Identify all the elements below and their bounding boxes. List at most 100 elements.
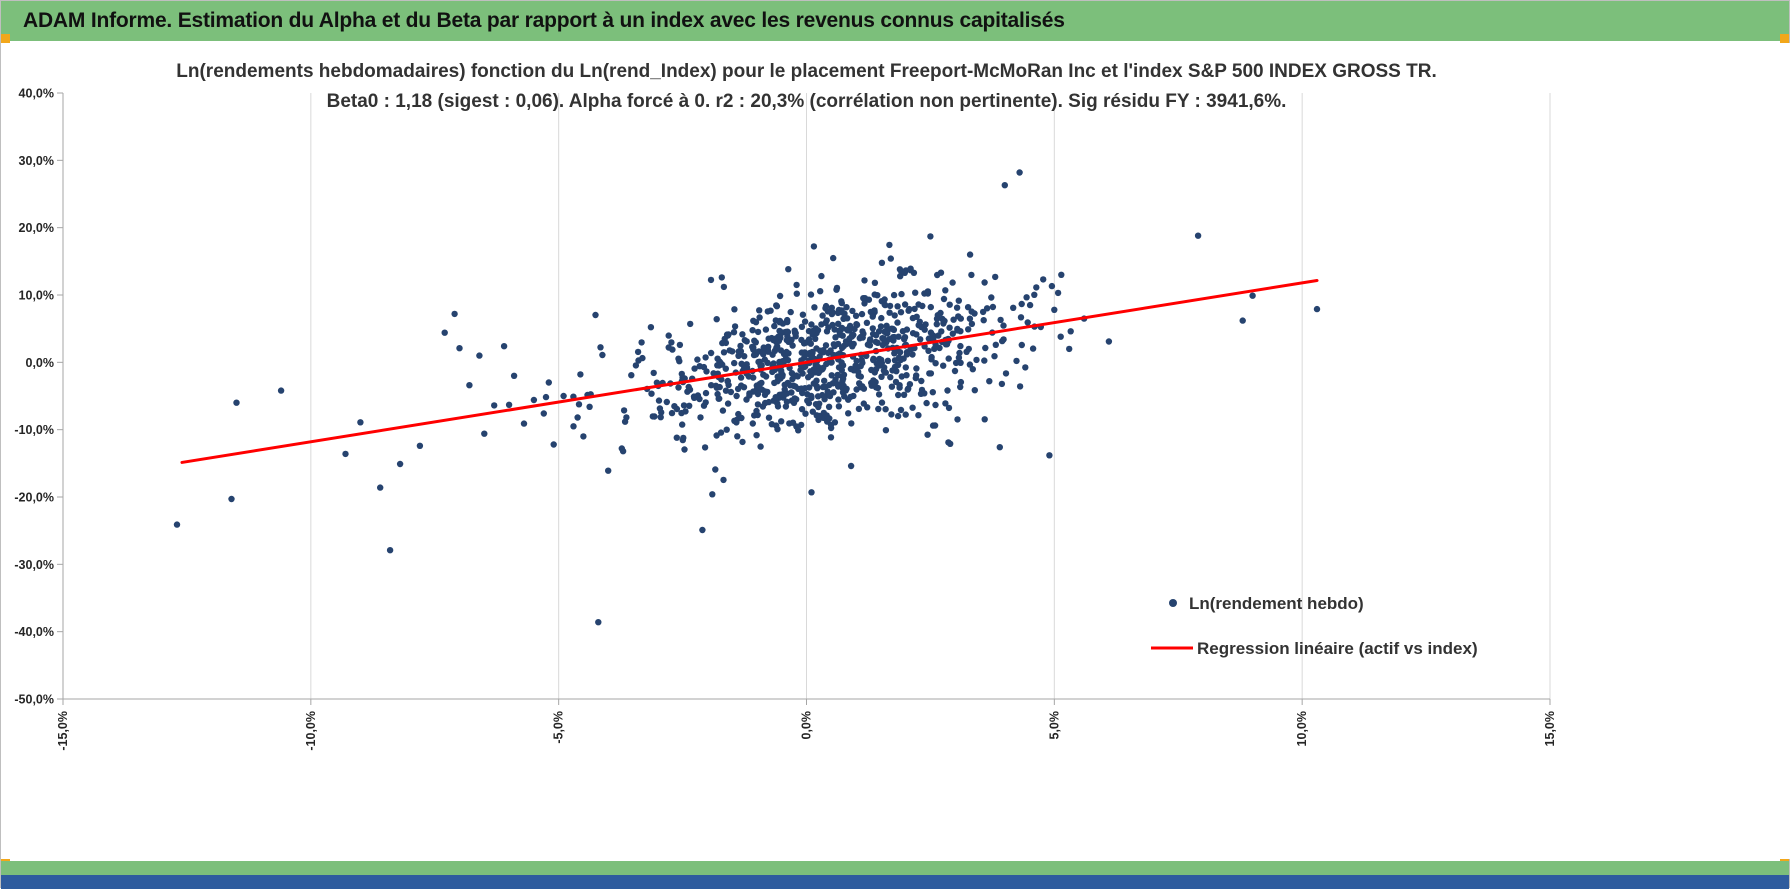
chart-title-line1: Ln(rendements hebdomadaires) fonction du…	[176, 61, 1436, 82]
scatter-point	[859, 334, 866, 341]
scatter-point	[997, 316, 1004, 324]
scatter-point	[726, 347, 733, 354]
scatter-point	[979, 308, 987, 316]
scatter-point	[756, 307, 763, 314]
scatter-point	[820, 364, 827, 371]
scatter-point	[808, 371, 815, 379]
scatter-point	[860, 295, 867, 302]
scatter-point	[1024, 319, 1031, 326]
scatter-point	[946, 324, 953, 331]
page-title: ADAM Informe. Estimation du Alpha et du …	[23, 9, 1065, 32]
scatter-point	[903, 351, 911, 358]
scatter-point	[738, 414, 745, 422]
scatter-point	[476, 352, 483, 359]
scatter-point	[782, 349, 790, 356]
scatter-point	[860, 385, 868, 392]
chart-legend[interactable]: Ln(rendement hebdo) Regression linéaire (…	[1151, 594, 1478, 658]
scatter-point	[847, 393, 854, 401]
scatter-point	[1016, 169, 1023, 176]
scatter-point	[889, 367, 896, 374]
scatter-point	[595, 619, 602, 626]
scatter-point	[710, 370, 717, 377]
x-axis-label: 10,0%	[1295, 711, 1309, 746]
scatter-point	[1048, 282, 1056, 290]
scatter-point	[825, 403, 833, 410]
scatter-point	[665, 344, 672, 351]
legend-label-points[interactable]: Ln(rendement hebdo)	[1189, 594, 1364, 613]
scatter-point	[173, 521, 181, 528]
scatter-point	[981, 416, 988, 423]
scatter-point	[875, 405, 882, 413]
x-axis-label: 0,0%	[800, 711, 814, 740]
scatter-point	[845, 410, 852, 417]
scatter-point	[919, 302, 926, 310]
scatter-point	[954, 327, 961, 334]
scatter-point	[597, 344, 604, 351]
scatter-point	[771, 379, 778, 387]
scatter-point	[853, 321, 861, 329]
scatter-point	[1010, 304, 1017, 311]
scatter-point	[897, 309, 905, 316]
scatter-point	[714, 362, 721, 369]
scatter-point	[843, 304, 850, 311]
scatter-point	[778, 418, 785, 425]
scatter-point	[843, 340, 850, 348]
scatter-point	[886, 302, 894, 310]
scatter-point	[871, 369, 878, 376]
scatter-point	[731, 417, 738, 424]
scatter-point	[632, 362, 640, 369]
scatter-point	[760, 351, 767, 358]
x-axis-label: -15,0%	[56, 711, 70, 751]
scatter-point	[808, 321, 815, 328]
scatter-point	[716, 395, 723, 402]
scatter-point	[887, 255, 894, 262]
scatter-point	[884, 357, 892, 364]
scatter-point	[574, 414, 581, 421]
scatter-point	[679, 421, 686, 428]
scatter-point	[737, 342, 744, 350]
scatter-point	[772, 394, 779, 401]
scatter-point	[904, 386, 911, 393]
scatter-series	[173, 169, 1321, 626]
scatter-point	[760, 344, 767, 351]
scatter-point	[703, 368, 710, 375]
scatter-point	[655, 397, 663, 404]
scatter-point	[774, 426, 781, 433]
scatter-point	[846, 335, 853, 342]
scatter-point	[783, 398, 791, 405]
scatter-point	[818, 272, 825, 280]
scatter-point	[500, 343, 508, 350]
scatter-point	[707, 276, 715, 284]
scatter-point	[838, 298, 845, 305]
scatter-point	[966, 361, 974, 368]
scatter-point	[691, 365, 698, 372]
scatter-point	[718, 376, 725, 383]
scatter-point	[810, 380, 817, 387]
scatter-point	[838, 344, 846, 352]
scatter-point	[835, 320, 842, 327]
scatter-point	[808, 353, 816, 360]
scatter-point	[980, 317, 987, 324]
scatter-point	[712, 466, 719, 473]
scatter-point	[966, 315, 974, 322]
scatter-point	[932, 360, 939, 367]
scatter-point	[773, 344, 780, 352]
scatter-point	[779, 373, 786, 380]
scatter-point	[820, 409, 827, 417]
legend-label-regression[interactable]: Regression linéaire (actif vs index)	[1197, 639, 1478, 658]
scatter-point	[801, 318, 809, 325]
scatter-chart[interactable]: 40,0% 30,0% 20,0% 10,0% 0,0% -10,0% -20,0% -30,…	[1, 43, 1790, 859]
scatter-point	[520, 420, 528, 427]
scatter-point	[1031, 291, 1038, 298]
scatter-point	[830, 389, 837, 396]
scatter-point	[746, 392, 753, 399]
scatter-point	[878, 373, 885, 380]
y-axis-label: 20,0%	[19, 221, 54, 235]
scatter-point	[888, 383, 896, 390]
scatter-point	[912, 374, 919, 382]
scatter-point	[771, 322, 778, 330]
scatter-point	[878, 399, 886, 406]
scatter-point	[826, 381, 833, 389]
scatter-point	[491, 402, 498, 409]
scatter-point	[861, 300, 868, 307]
